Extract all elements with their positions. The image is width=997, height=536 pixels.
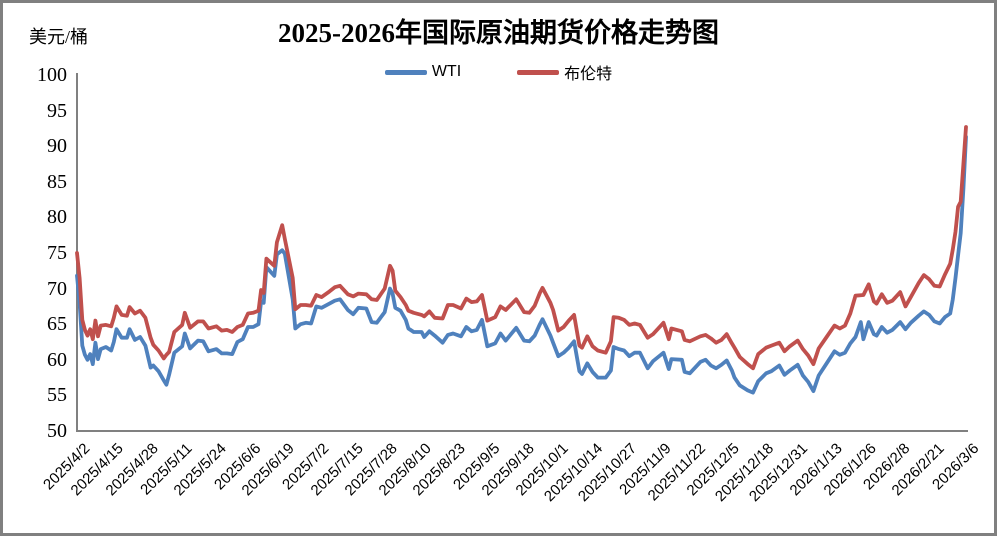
legend-label-brent: 布伦特 bbox=[564, 66, 613, 83]
y-tick-label: 65 bbox=[47, 313, 67, 336]
line-chart-plot bbox=[75, 73, 968, 432]
y-tick-label: 50 bbox=[47, 420, 67, 442]
brent-line-swatch bbox=[517, 69, 560, 75]
y-tick-label: 75 bbox=[47, 242, 67, 264]
y-tick-label: 85 bbox=[47, 170, 67, 193]
y-tick-label: 95 bbox=[47, 99, 67, 122]
y-tick-label: 60 bbox=[47, 348, 67, 371]
wti-line bbox=[75, 134, 968, 395]
y-tick-label: 70 bbox=[47, 277, 67, 300]
y-tick-label: 55 bbox=[47, 384, 67, 407]
legend-label-wti: WTI bbox=[431, 63, 462, 80]
brent-line bbox=[75, 125, 968, 371]
y-tick-label: 80 bbox=[47, 206, 67, 229]
wti-line-swatch bbox=[384, 69, 427, 75]
y-axis-unit-label: 美元/桶 bbox=[29, 27, 89, 47]
legend: WTI 布伦特 bbox=[3, 60, 994, 84]
page-title: 2025-2026年国际原油期货价格走势图 bbox=[278, 18, 719, 48]
y-tick-label: 90 bbox=[47, 135, 67, 158]
legend-item-wti: WTI bbox=[384, 63, 462, 81]
y-tick-label: 100 bbox=[37, 64, 67, 86]
legend-item-brent: 布伦特 bbox=[517, 60, 612, 84]
